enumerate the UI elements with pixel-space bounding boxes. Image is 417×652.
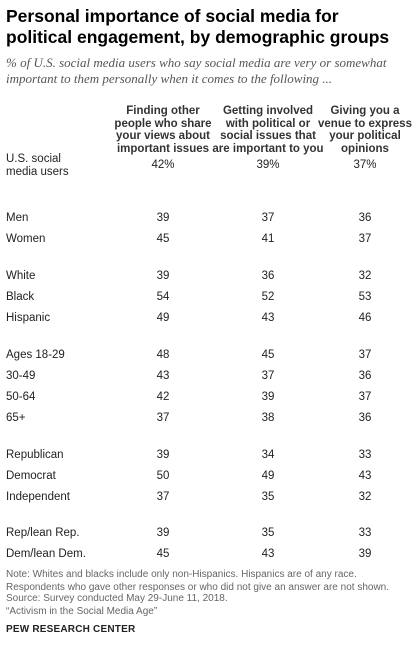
table-cell: 35 [261,491,275,503]
row-label: Black [6,291,35,303]
source-note: Source: Survey conducted May 29-June 11,… [6,593,228,617]
table-cell: 33 [358,449,372,461]
table-cell: 39 [358,548,372,560]
row-label: 30-49 [6,370,36,382]
table-cell: 35 [261,527,275,539]
table-cell: 39 [156,270,170,282]
table-cell: 39 [261,391,275,403]
row-label: Ages 18-29 [6,349,65,361]
table-cell: 37 [156,491,170,503]
row-label: Men [6,212,29,224]
table-cell: 53 [358,291,372,303]
row-label: 50-64 [6,391,36,403]
table-cell: 37 [261,212,275,224]
table-cell: 37% [353,159,377,171]
table-cell: 36 [358,412,372,424]
table-cell: 45 [261,349,275,361]
table-cell: 43 [261,312,275,324]
column-header: Giving you a venue to express your polit… [318,105,412,155]
table-cell: 52 [261,291,275,303]
table-cell: 49 [156,312,170,324]
row-label: Rep/lean Rep. [6,527,80,539]
table-cell: 42% [151,159,175,171]
table-cell: 36 [261,270,275,282]
column-header: Finding other people who share your view… [114,105,212,155]
table-cell: 45 [156,548,170,560]
table-cell: 37 [156,412,170,424]
table-cell: 43 [156,370,170,382]
table-cell: 36 [358,212,372,224]
table-cell: 39% [256,159,280,171]
table-cell: 39 [156,527,170,539]
row-label: 65+ [6,412,26,424]
chart-title: Personal importance of social media for … [6,6,390,47]
table-cell: 50 [156,470,170,482]
table-cell: 39 [156,212,170,224]
row-label: U.S. social media users [6,153,69,178]
column-header: Getting involved with political or socia… [212,105,324,155]
table-cell: 39 [156,449,170,461]
row-label: White [6,270,36,282]
table-cell: 48 [156,349,170,361]
table-cell: 54 [156,291,170,303]
table-cell: 32 [358,491,372,503]
table-cell: 43 [261,548,275,560]
row-label: Independent [6,491,70,503]
table-cell: 32 [358,270,372,282]
table-cell: 41 [261,233,275,245]
row-label: Republican [6,449,64,461]
table-cell: 43 [358,470,372,482]
chart-subtitle: % of U.S. social media users who say soc… [6,55,387,86]
table-cell: 37 [358,233,372,245]
table-cell: 49 [261,470,275,482]
table-cell: 42 [156,391,170,403]
table-cell: 38 [261,412,275,424]
row-label: Democrat [6,470,56,482]
row-label: Hispanic [6,312,51,324]
table-cell: 37 [358,391,372,403]
table-cell: 45 [156,233,170,245]
table-cell: 37 [358,349,372,361]
table-cell: 34 [261,449,275,461]
table-cell: 36 [358,370,372,382]
row-label: Dem/lean Dem. [6,548,86,560]
pew-credit: PEW RESEARCH CENTER [6,624,136,635]
table-cell: 33 [358,527,372,539]
table-cell: 37 [261,370,275,382]
row-label: Women [6,233,46,245]
table-cell: 46 [358,312,372,324]
footnote: Note: Whites and blacks include only non… [6,569,390,593]
